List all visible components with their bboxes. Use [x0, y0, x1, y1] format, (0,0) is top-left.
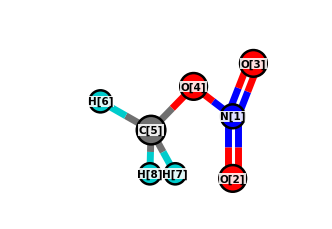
Circle shape: [139, 164, 160, 185]
Text: O[2]: O[2]: [220, 174, 245, 184]
Text: C[5]: C[5]: [139, 125, 163, 136]
Circle shape: [89, 91, 112, 113]
Circle shape: [165, 164, 186, 185]
Text: H[7]: H[7]: [162, 169, 188, 179]
Circle shape: [219, 165, 246, 192]
Text: H[8]: H[8]: [137, 169, 163, 179]
Circle shape: [137, 116, 165, 145]
Circle shape: [240, 51, 267, 77]
Text: O[3]: O[3]: [241, 59, 266, 69]
Circle shape: [221, 105, 245, 129]
Text: O[4]: O[4]: [181, 82, 207, 92]
Text: H[6]: H[6]: [88, 97, 113, 107]
Text: N[1]: N[1]: [220, 112, 245, 122]
Circle shape: [180, 74, 207, 100]
